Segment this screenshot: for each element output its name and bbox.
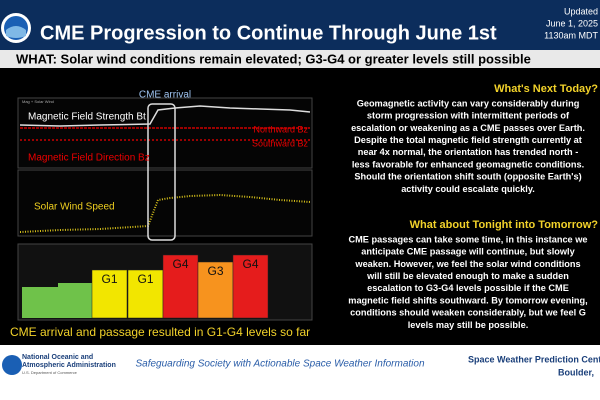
- section-heading: What about Tonight into Tomorrow?: [410, 219, 599, 231]
- agency: Atmospheric Administration: [22, 362, 116, 369]
- paragraph-line: less favorable for enhanced geomagnetic …: [352, 159, 584, 169]
- paragraph-line: conditions should weaken considerably, b…: [350, 308, 586, 318]
- cme-label: CME arrival: [139, 90, 191, 101]
- storm-level: G1: [137, 272, 153, 286]
- kp-bar: [58, 283, 92, 318]
- paragraph-line: Geomagnetic activity can vary considerab…: [357, 98, 580, 108]
- what-bar: [0, 50, 600, 68]
- paragraph-line: levels may still be possible.: [408, 320, 529, 330]
- center: Space Weather Prediction Cent: [468, 354, 600, 364]
- noaa-logo: [2, 355, 22, 375]
- kp-bar: [127, 269, 164, 319]
- paragraph-line: weaken. However, we feel the solar wind …: [354, 259, 580, 269]
- north-label: Northward Bz: [253, 124, 308, 134]
- department: U.S. Department of Commerce: [22, 370, 78, 375]
- storm-level: G1: [101, 272, 117, 286]
- agency: National Oceanic and: [22, 354, 93, 361]
- speed-trace: [19, 193, 311, 233]
- kp-bar: [22, 287, 58, 318]
- storm-level: G4: [172, 257, 188, 271]
- storm-level: G4: [242, 257, 258, 271]
- paragraph-line: escalation or weakening as a CME passes …: [351, 123, 585, 133]
- footer-bar: [0, 345, 600, 400]
- kp-bar: [197, 261, 234, 319]
- kp-bar: [91, 269, 128, 319]
- updated: June 1, 2025: [546, 18, 598, 28]
- panel-title: Mag + Solar Wind: [22, 99, 54, 104]
- noaa-logo-bird: [6, 26, 26, 38]
- paragraph-line: magnetic field shifts southward. By tomo…: [348, 295, 587, 305]
- section-heading: What's Next Today?: [494, 83, 598, 95]
- paragraph-line: anticipate CME passage will continue, bu…: [361, 247, 575, 257]
- header-bar: [0, 0, 600, 50]
- paragraph-line: escalation to G3-G4 levels possible if t…: [367, 283, 569, 293]
- speed-panel: [17, 169, 313, 237]
- speed-label: Solar Wind Speed: [34, 202, 115, 213]
- paragraph-line: CME passages can take some time, in this…: [349, 234, 588, 244]
- center: Boulder,: [558, 367, 594, 377]
- slogan: Safeguarding Society with Actionable Spa…: [135, 359, 424, 370]
- south-label: Southward Bz: [252, 138, 309, 148]
- title: CME Progression to Continue Through June…: [40, 22, 497, 44]
- what: WHAT: Solar wind conditions remain eleva…: [16, 51, 531, 66]
- paragraph-line: Despite the total magnetic field strengt…: [354, 135, 582, 145]
- paragraph-line: near 4x normal, the orientation has tren…: [358, 147, 579, 157]
- storm-level: G3: [207, 264, 223, 278]
- caption: CME arrival and passage resulted in G1-G…: [10, 325, 310, 339]
- paragraph-line: Should the orientation shift south (oppo…: [354, 172, 581, 182]
- kp-bar: [162, 254, 199, 319]
- paragraph-line: storm progression with intermittent peri…: [367, 111, 570, 121]
- paragraph-line: activity could escalate quickly.: [401, 184, 535, 194]
- bz-label: Magnetic Field Direction Bz: [28, 153, 150, 164]
- updated: Updated: [564, 6, 598, 16]
- bt-label: Magnetic Field Strength Bt: [28, 112, 146, 123]
- kp-bar: [232, 254, 269, 319]
- paragraph-line: will still be elevated enough to make a …: [366, 271, 569, 281]
- cme-box: [147, 103, 176, 241]
- updated: 1130am MDT: [544, 30, 598, 40]
